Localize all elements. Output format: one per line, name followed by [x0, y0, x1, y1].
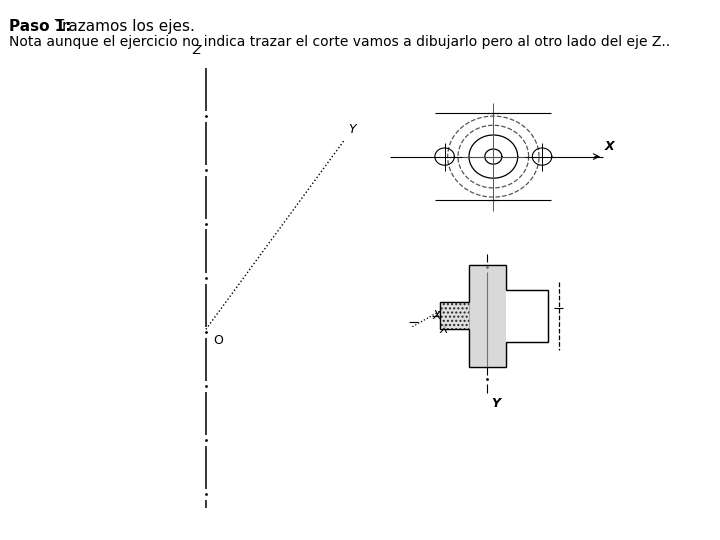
Text: Trazamos los ejes.: Trazamos los ejes.: [50, 19, 195, 34]
Text: O: O: [213, 334, 223, 347]
Text: Z: Z: [192, 44, 201, 57]
Polygon shape: [440, 302, 469, 329]
Text: Paso 1:: Paso 1:: [9, 19, 71, 34]
Text: X: X: [433, 309, 441, 322]
Text: Y: Y: [491, 397, 500, 410]
Text: Y: Y: [348, 123, 356, 136]
Text: X: X: [439, 323, 448, 336]
Polygon shape: [469, 265, 505, 367]
Text: Nota aunque el ejercicio no indica trazar el corte vamos a dibujarlo pero al otr: Nota aunque el ejercicio no indica traza…: [9, 35, 670, 49]
Text: X: X: [604, 140, 614, 153]
